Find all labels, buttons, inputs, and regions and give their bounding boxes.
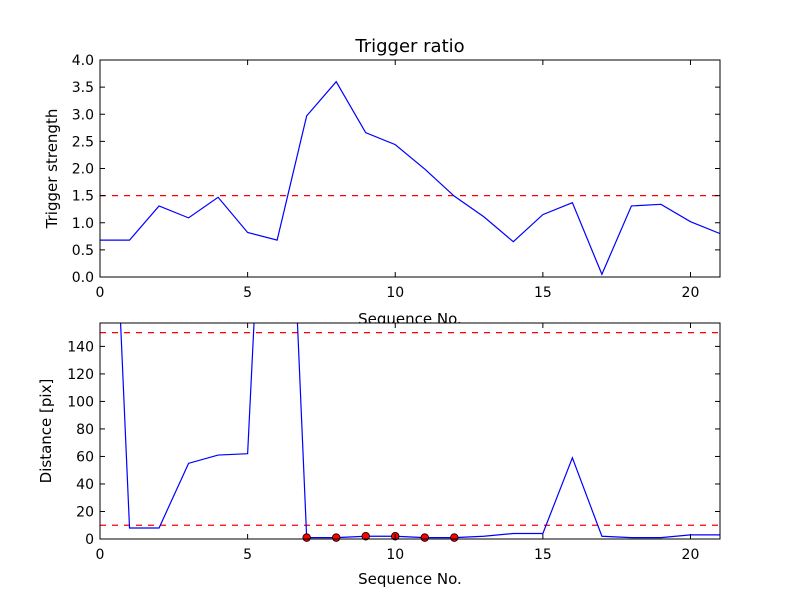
bottom-y-tick-label: 40 — [76, 477, 94, 493]
top-y-tick-label: 2.5 — [72, 134, 94, 150]
bottom-y-tick-label: 0 — [85, 532, 94, 548]
bottom-y-tick-label: 140 — [67, 339, 94, 355]
top-y-tick-label: 1.5 — [72, 189, 94, 205]
bottom-x-ticks: 0 5 10 15 20 — [96, 323, 700, 563]
top-y-axis-label: Trigger strength — [43, 109, 61, 230]
bottom-marker-point — [361, 532, 370, 541]
bottom-y-tick-label: 100 — [67, 394, 94, 410]
top-x-ticks: 0 5 10 15 20 — [96, 60, 700, 301]
bottom-x-axis-label: Sequence No. — [358, 570, 462, 588]
top-y-tick-label: 0.0 — [72, 270, 94, 286]
bottom-y-tick-label: 60 — [76, 449, 94, 465]
bottom-markers-group — [302, 532, 459, 542]
top-series-group — [100, 80, 720, 276]
bottom-y-ticks: 0 20 40 60 80 100 120 140 — [67, 339, 720, 548]
top-y-tick-label: 3.0 — [72, 107, 94, 123]
top-y-tick-label: 0.5 — [72, 243, 94, 259]
top-x-tick-label: 5 — [243, 285, 252, 301]
top-y-tick-label: 2.0 — [72, 162, 94, 178]
bottom-marker-point — [331, 533, 341, 542]
bottom-marker-point — [420, 533, 429, 542]
bottom-x-tick-label: 15 — [534, 547, 552, 563]
top-y-tick-label: 1.0 — [72, 216, 94, 232]
bottom-y-axis-label: Distance [pix] — [37, 379, 55, 484]
top-plot-area — [100, 60, 720, 277]
bottom-marker-point — [450, 533, 459, 542]
top-x-tick-label: 20 — [682, 285, 700, 301]
bottom-threshold-lines — [100, 332, 720, 526]
bottom-y-tick-label: 20 — [76, 504, 94, 520]
top-y-tick-label: 3.5 — [72, 80, 94, 96]
bottom-x-tick-label: 0 — [96, 547, 105, 563]
bottom-y-tick-label: 120 — [67, 367, 94, 383]
top-subplot: 0 5 10 15 20 0.0 0.5 1.0 1.5 2.0 2.5 3.0 3.5 4.0 Tri… — [43, 36, 721, 328]
bottom-subplot: 0 5 10 15 20 0 20 40 60 80 100 120 140 Sequence No.… — [37, 322, 721, 588]
bottom-series-line-0 — [119, 323, 720, 539]
bottom-x-tick-label: 20 — [682, 547, 700, 563]
bottom-x-tick-label: 5 — [243, 547, 252, 563]
bottom-y-tick-label: 80 — [76, 422, 94, 438]
top-series-line-0 — [100, 80, 720, 276]
top-y-tick-label: 4.0 — [72, 53, 94, 69]
top-y-ticks: 0.0 0.5 1.0 1.5 2.0 2.5 3.0 3.5 4.0 — [72, 53, 720, 286]
bottom-marker-point — [302, 533, 311, 542]
top-chart-title: Trigger ratio — [354, 36, 464, 57]
top-x-tick-label: 15 — [534, 285, 552, 301]
top-x-tick-label: 10 — [386, 285, 404, 301]
bottom-plot-area — [100, 323, 720, 539]
bottom-plot-frame — [99, 322, 721, 540]
top-x-tick-label: 0 — [96, 285, 105, 301]
bottom-series-group — [119, 323, 720, 539]
bottom-x-tick-label: 10 — [386, 547, 404, 563]
